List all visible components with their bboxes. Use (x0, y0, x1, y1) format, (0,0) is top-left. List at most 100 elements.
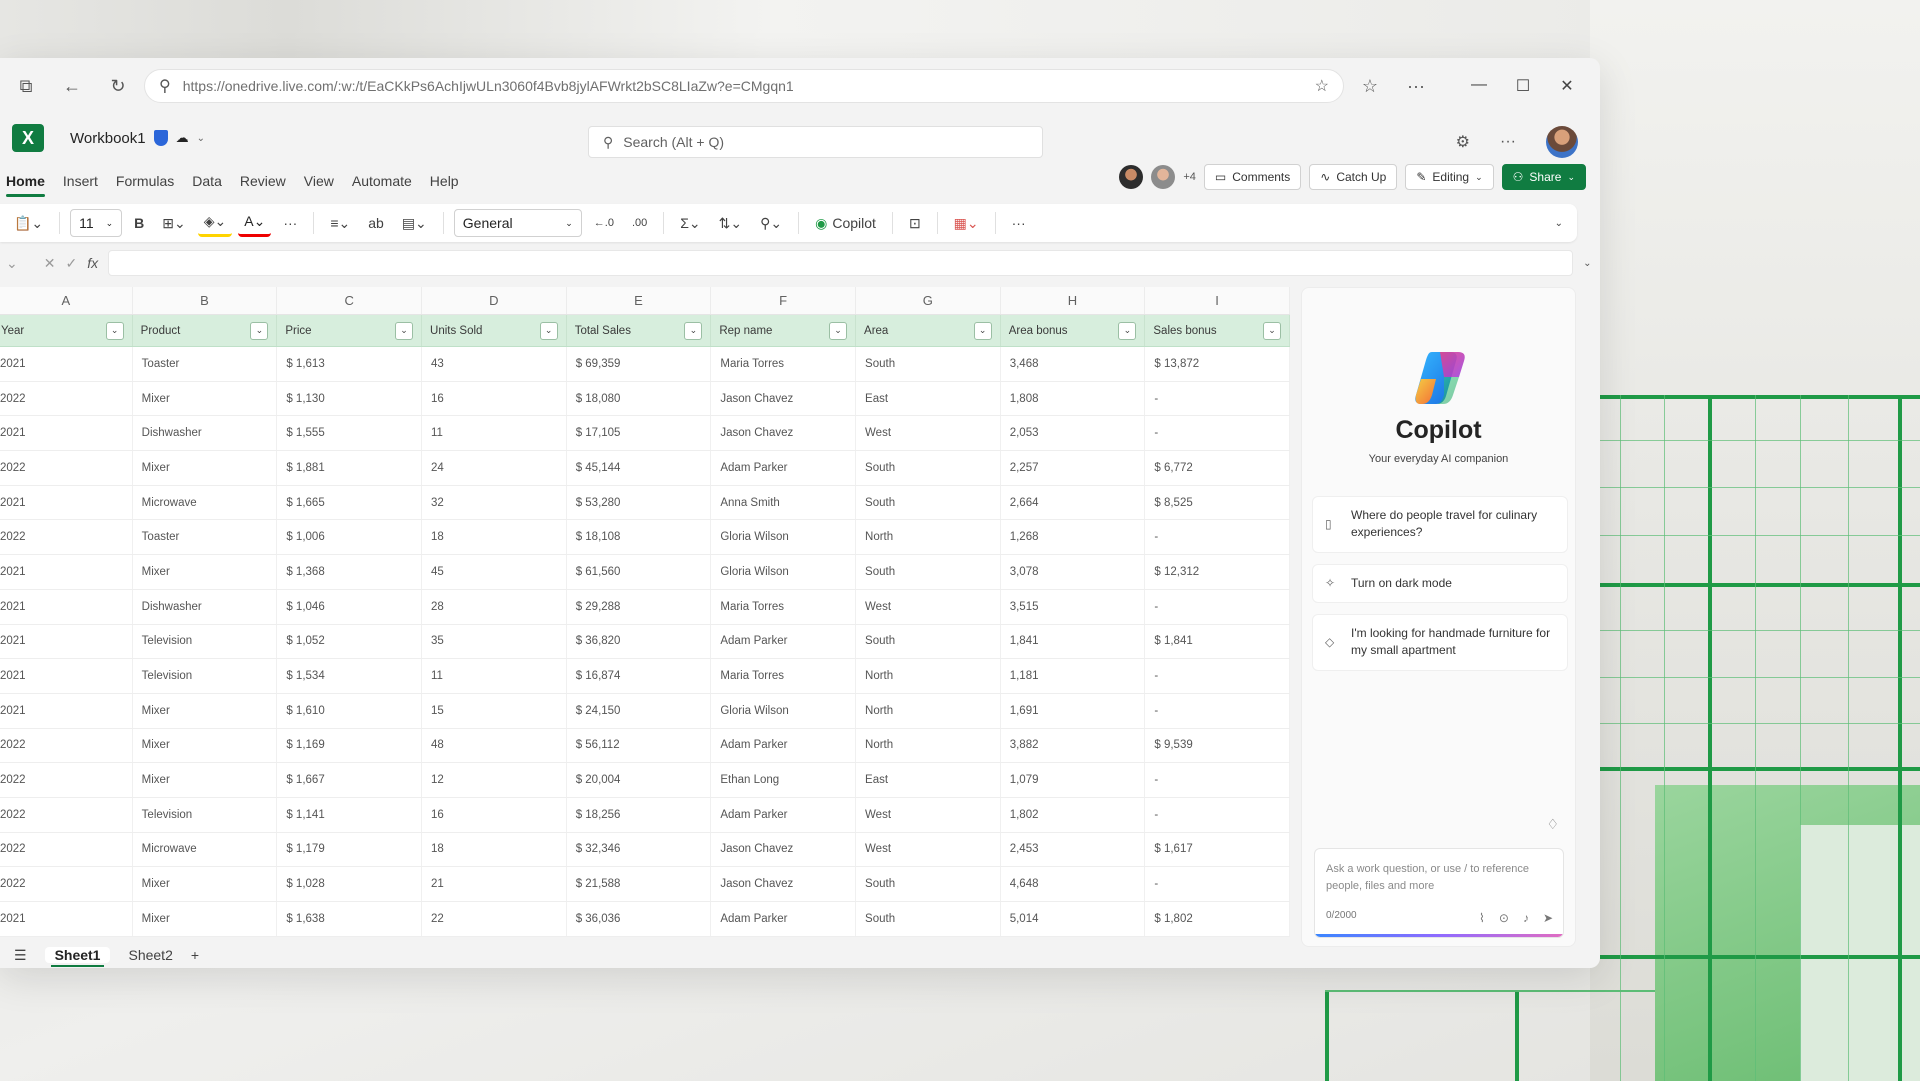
table-cell[interactable]: North (856, 728, 1001, 763)
table-cell[interactable]: 15 (422, 693, 567, 728)
filter-dropdown-icon[interactable]: ⌄ (250, 321, 269, 340)
table-cell[interactable]: $ 20,004 (567, 763, 712, 797)
table-cell[interactable]: Anna Smith (711, 485, 857, 520)
table-cell[interactable]: $ 18,108 (567, 520, 712, 555)
confirm-formula-icon[interactable]: ✓ (65, 254, 78, 271)
table-cell[interactable]: Microwave (133, 832, 278, 867)
table-cell[interactable]: 5,014 (1001, 902, 1146, 936)
table-cell[interactable]: - (1145, 693, 1291, 728)
sheet-tab-1[interactable]: Sheet1 (44, 947, 111, 967)
table-cell[interactable]: $ 1,179 (277, 832, 423, 867)
table-cell[interactable]: 22 (422, 902, 567, 936)
table-cell[interactable]: 11 (422, 416, 567, 451)
copilot-button[interactable]: ◉ Copilot (809, 209, 882, 237)
table-cell[interactable]: 18 (422, 832, 567, 867)
table-cell[interactable]: Mixer (133, 902, 278, 936)
filter-dropdown-icon[interactable]: ⌄ (973, 321, 992, 340)
table-cell[interactable]: 2021 (0, 624, 133, 659)
sheet-tab-2[interactable]: Sheet2 (128, 947, 173, 963)
table-cell[interactable]: 35 (422, 624, 567, 659)
bold-icon[interactable]: B (134, 215, 145, 231)
table-cell[interactable]: $ 61,560 (567, 555, 712, 589)
table-cell[interactable]: 2021 (0, 589, 133, 624)
table-cell[interactable]: Adam Parker (711, 728, 857, 763)
tab-formulas[interactable]: Formulas (115, 173, 175, 189)
refresh-icon[interactable]: ↻ (110, 75, 126, 96)
tab-insert[interactable]: Insert (62, 173, 98, 189)
table-cell[interactable]: $ 13,872 (1145, 347, 1291, 381)
table-cell[interactable]: - (1145, 797, 1291, 832)
table-cell[interactable]: 32 (422, 485, 567, 520)
attach-icon[interactable]: ⌇ (1479, 911, 1485, 925)
table-cell[interactable]: 21 (422, 867, 567, 901)
column-header[interactable]: G (856, 287, 1001, 314)
table-cell[interactable]: 3,468 (1001, 347, 1146, 381)
table-cell[interactable]: $ 24,150 (567, 693, 712, 728)
table-cell[interactable]: $ 1,534 (277, 659, 423, 693)
table-cell[interactable]: 3,078 (1001, 555, 1146, 589)
more-options-icon[interactable]: ··· (1500, 133, 1516, 150)
paste-icon[interactable]: 📋⌄ (14, 214, 44, 231)
table-cell[interactable]: West (856, 416, 1001, 451)
table-cell[interactable]: 2,664 (1001, 485, 1146, 520)
address-bar[interactable]: ⚲ https://onedrive.live.com/:w:/t/EaCKkP… (144, 69, 1344, 103)
table-cell[interactable]: Adam Parker (711, 797, 857, 832)
table-cell[interactable]: Television (133, 624, 278, 659)
filter-dropdown-icon[interactable]: ⌄ (539, 321, 558, 340)
expand-formula-icon[interactable]: ⌄ (1583, 257, 1592, 269)
table-cell[interactable]: 45 (422, 555, 567, 589)
table-cell[interactable]: South (856, 555, 1001, 589)
align-icon[interactable]: ≡⌄ (330, 214, 351, 231)
analyze-data-icon[interactable]: ⊡ (908, 214, 921, 231)
table-cell[interactable]: $ 1,665 (277, 485, 423, 520)
table-cell[interactable]: 12 (422, 763, 567, 797)
table-cell[interactable]: 48 (422, 728, 567, 763)
table-cell[interactable]: $ 1,555 (277, 416, 423, 451)
table-cell[interactable]: $ 18,256 (567, 797, 712, 832)
borders-icon[interactable]: ⊞⌄ (162, 214, 186, 231)
table-cell[interactable]: 2022 (0, 728, 133, 763)
autosum-icon[interactable]: Σ⌄ (680, 214, 701, 231)
table-cell[interactable]: Toaster (133, 520, 278, 555)
table-cell[interactable]: $ 16,874 (567, 659, 712, 693)
table-cell[interactable]: 2,053 (1001, 416, 1146, 451)
favorite-add-icon[interactable]: ☆ (1314, 78, 1329, 95)
table-cell[interactable]: $ 1,610 (277, 693, 423, 728)
table-cell[interactable]: Gloria Wilson (711, 693, 857, 728)
increase-decimal-icon[interactable]: ←.0 (593, 217, 614, 229)
column-header[interactable]: D (422, 287, 567, 314)
cancel-formula-icon[interactable]: ✕ (43, 254, 56, 271)
table-cell[interactable]: Adam Parker (711, 624, 857, 659)
search-box[interactable]: ⚲ Search (Alt + Q) (588, 126, 1043, 158)
table-cell[interactable]: North (856, 693, 1001, 728)
table-cell[interactable]: 24 (422, 451, 567, 485)
table-cell[interactable]: $ 17,105 (567, 416, 712, 451)
table-cell[interactable]: - (1145, 763, 1291, 797)
table-cell[interactable]: $ 29,288 (567, 589, 712, 624)
table-cell[interactable]: 1,079 (1001, 763, 1146, 797)
table-cell[interactable]: Mixer (133, 763, 278, 797)
table-cell[interactable]: 2022 (0, 451, 133, 485)
table-cell[interactable]: 2021 (0, 555, 133, 589)
table-cell[interactable]: Mixer (133, 555, 278, 589)
table-cell[interactable]: $ 1,638 (277, 902, 423, 936)
table-cell[interactable]: Television (133, 659, 278, 693)
table-cell[interactable]: 28 (422, 589, 567, 624)
font-color-icon[interactable]: A⌄ (238, 209, 272, 237)
tab-help[interactable]: Help (429, 173, 459, 189)
table-cell[interactable]: West (856, 797, 1001, 832)
tab-data[interactable]: Data (192, 173, 222, 189)
number-format-dropdown[interactable]: General ⌄ (453, 209, 582, 237)
formula-input[interactable] (108, 250, 1574, 276)
table-cell[interactable]: West (856, 589, 1001, 624)
user-avatar[interactable] (1546, 126, 1578, 158)
table-cell[interactable]: $ 1,613 (277, 347, 423, 381)
table-cell[interactable]: $ 18,080 (567, 381, 712, 416)
column-header[interactable]: E (567, 287, 712, 314)
table-cell[interactable]: $ 1,028 (277, 867, 423, 901)
table-cell[interactable]: $ 1,802 (1145, 902, 1291, 936)
table-cell[interactable]: 2,453 (1001, 832, 1146, 867)
table-cell[interactable]: $ 1,841 (1145, 624, 1291, 659)
table-cell[interactable]: Jason Chavez (711, 832, 857, 867)
